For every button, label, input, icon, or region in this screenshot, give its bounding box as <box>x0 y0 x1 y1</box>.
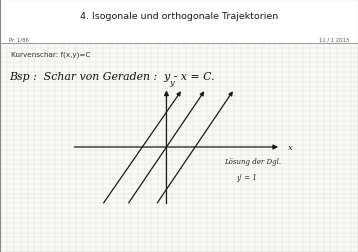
Text: Lösung der Dgl.: Lösung der Dgl. <box>224 157 281 165</box>
Text: Bsp :  Schar von Geraden :  y - x = C.: Bsp : Schar von Geraden : y - x = C. <box>9 72 214 82</box>
Text: Pr. 1/86: Pr. 1/86 <box>9 37 29 42</box>
Bar <box>0 0 358 44</box>
Text: 4. Isogonale und orthogonale Trajektorien: 4. Isogonale und orthogonale Trajektorie… <box>80 12 278 21</box>
Text: y: y <box>169 79 174 87</box>
Text: Kurvenschar: f(x,y)=C: Kurvenschar: f(x,y)=C <box>11 51 90 57</box>
Text: 11 / 1 2013: 11 / 1 2013 <box>319 37 349 42</box>
Text: yʹ = 1: yʹ = 1 <box>236 174 257 182</box>
Text: x: x <box>287 143 292 151</box>
